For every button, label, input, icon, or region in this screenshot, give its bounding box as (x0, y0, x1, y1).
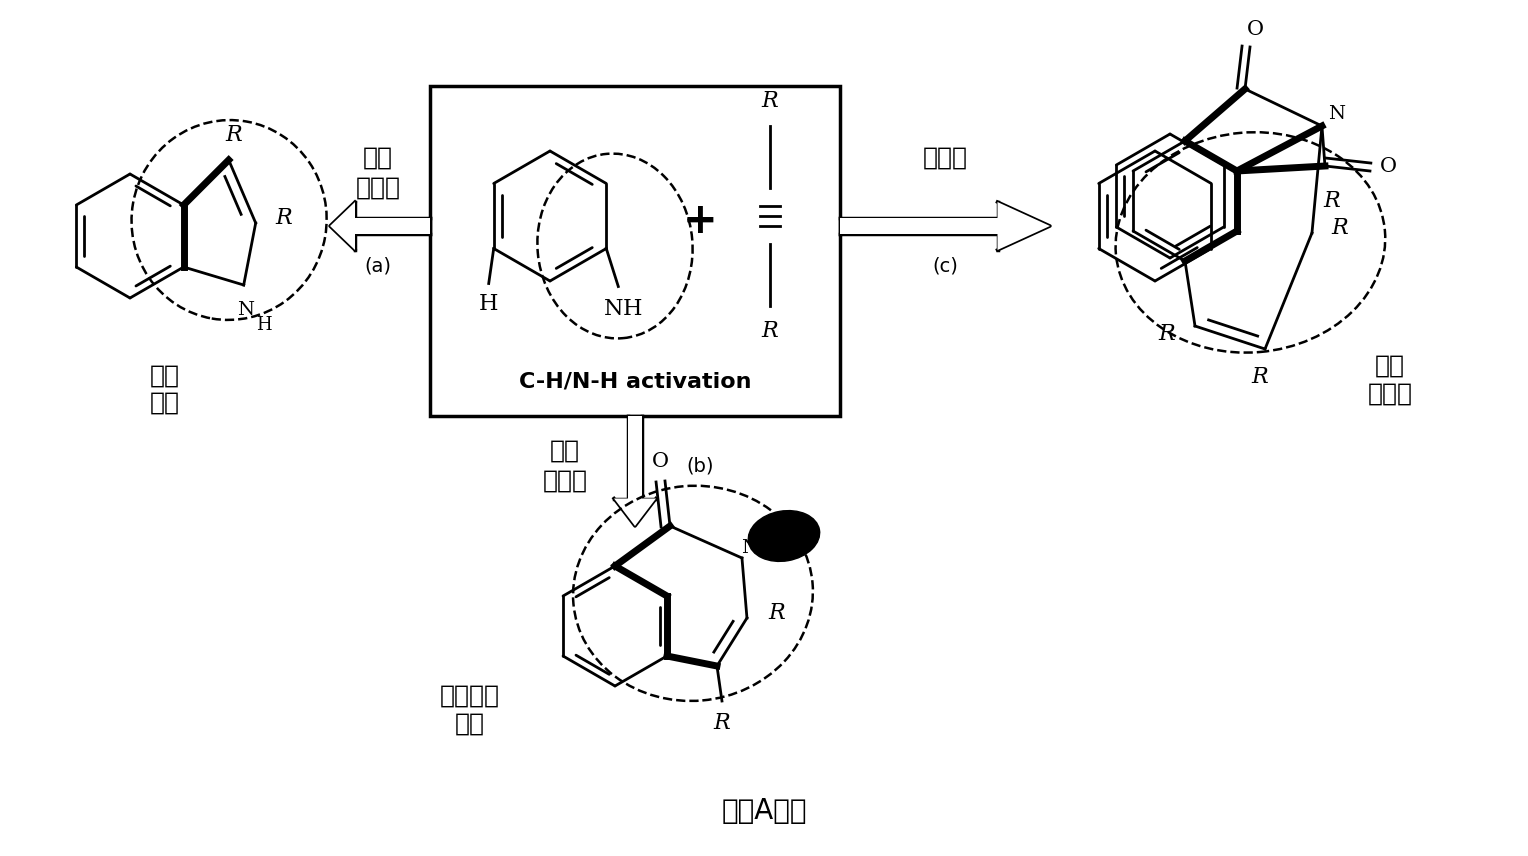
Text: 形成: 形成 (550, 439, 581, 463)
Text: R: R (714, 712, 730, 734)
Text: 形成: 形成 (364, 146, 393, 170)
Ellipse shape (749, 510, 819, 562)
Text: R: R (1158, 323, 1175, 345)
Text: N: N (741, 539, 758, 557)
Text: R: R (761, 90, 778, 112)
Text: R: R (761, 320, 778, 342)
Text: (a): (a) (365, 257, 391, 276)
Text: R: R (1323, 190, 1340, 212)
Polygon shape (840, 218, 998, 234)
Polygon shape (354, 218, 429, 234)
Polygon shape (998, 202, 1050, 250)
Text: 七元环: 七元环 (1368, 382, 1412, 406)
Bar (429, 86, 840, 416)
Text: R: R (225, 124, 241, 146)
Text: R: R (1331, 217, 1348, 239)
Text: 式（A），: 式（A）， (721, 797, 807, 825)
Text: 六元环: 六元环 (542, 469, 587, 493)
Text: 咗喵: 咗喵 (150, 364, 180, 388)
Text: O: O (651, 451, 669, 471)
Text: 本发明: 本发明 (923, 146, 967, 170)
Text: 合成: 合成 (150, 391, 180, 415)
Text: O: O (1247, 20, 1264, 39)
Text: R: R (275, 207, 292, 229)
Text: H: H (478, 293, 498, 314)
Text: +: + (683, 200, 717, 242)
Text: R: R (1251, 366, 1268, 388)
Polygon shape (628, 416, 642, 498)
Text: 异唄啊酶: 异唄啊酶 (440, 684, 500, 708)
Text: (b): (b) (686, 456, 714, 475)
Text: 合成: 合成 (455, 712, 484, 736)
Text: 五元环: 五元环 (356, 176, 400, 200)
Text: C-H/N-H activation: C-H/N-H activation (518, 371, 752, 391)
Text: O: O (1380, 157, 1397, 175)
Text: H: H (255, 316, 272, 334)
Text: R: R (769, 602, 785, 624)
Text: N: N (237, 301, 254, 319)
Text: N: N (1328, 105, 1346, 123)
Polygon shape (330, 202, 354, 250)
Text: N: N (604, 298, 623, 319)
Polygon shape (614, 498, 656, 526)
Text: (c): (c) (932, 257, 958, 276)
Text: H: H (622, 298, 642, 319)
Text: 形成: 形成 (1375, 354, 1406, 378)
